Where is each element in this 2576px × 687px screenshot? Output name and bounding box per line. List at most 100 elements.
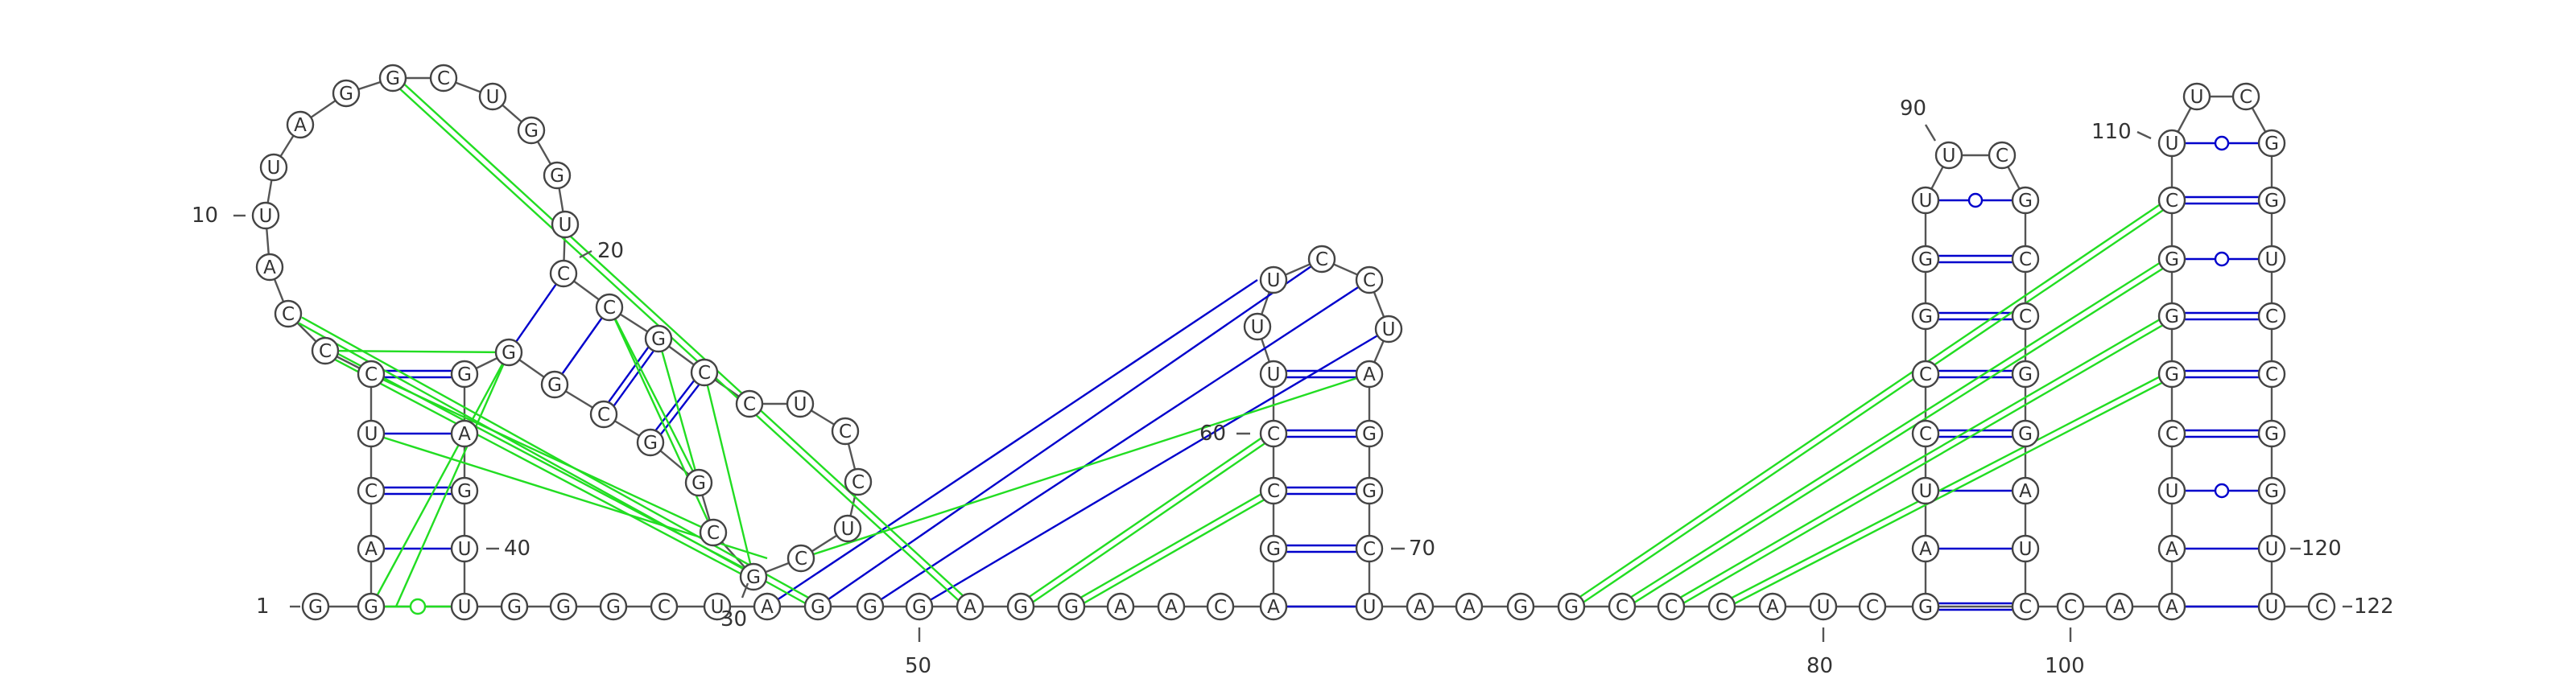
nucleotide: A <box>1455 592 1484 621</box>
nucleotide: U <box>251 201 280 230</box>
base-pair <box>1926 602 2025 611</box>
base-pair <box>371 486 464 496</box>
nucleotide: U <box>786 389 815 418</box>
pseudoknot-pair <box>1669 312 2174 611</box>
nucleotide: C <box>429 64 458 93</box>
nucleotide-letter: C <box>2265 364 2278 385</box>
nucleotide: A <box>1157 592 1186 621</box>
base-pair <box>508 273 564 353</box>
nucleotide: U <box>2257 534 2286 563</box>
nucleotide: G <box>599 592 628 621</box>
position-label-80: 80 <box>1806 654 1833 678</box>
position-label-30: 30 <box>720 607 747 631</box>
nucleotide-letter: G <box>2018 424 2033 445</box>
nucleotide: C <box>357 476 386 505</box>
nucleotide: C <box>735 389 764 418</box>
nucleotide: A <box>2157 534 2186 563</box>
nucleotide-letter: G <box>1918 249 1933 270</box>
nucleotide-letter: A <box>1766 597 1779 618</box>
nucleotide: U <box>1355 592 1384 621</box>
nucleotide: A <box>2011 476 2040 505</box>
nucleotide: G <box>1557 592 1586 621</box>
nucleotide: G <box>644 324 673 353</box>
pseudoknot-pair <box>919 327 1389 608</box>
position-label-10: 10 <box>192 204 218 228</box>
nucleotide: G <box>2157 302 2186 331</box>
pseudoknot-gu-marker <box>409 598 427 615</box>
nucleotide-letter: C <box>2265 306 2278 327</box>
nucleotide-letter: G <box>556 597 571 618</box>
nucleotide: C <box>1259 476 1288 505</box>
nucleotide-letter: C <box>1363 270 1376 291</box>
tick-20 <box>579 249 592 259</box>
nucleotide-letter: A <box>1165 597 1178 618</box>
nucleotide-letter: U <box>2265 539 2279 560</box>
backbone-loop <box>2170 95 2273 144</box>
nucleotide: C <box>2011 302 2040 331</box>
tick-110 <box>2136 130 2152 140</box>
nucleotide: C <box>311 336 340 365</box>
nucleotide-letter: G <box>524 121 539 142</box>
nucleotide-letter: C <box>1315 249 1328 270</box>
nucleotide: G <box>2011 360 2040 389</box>
nucleotide-letter: U <box>2265 249 2279 270</box>
pseudoknot-pair <box>390 75 973 610</box>
nucleotide-letter: U <box>458 539 472 560</box>
nucleotide-letter: U <box>458 597 472 618</box>
nucleotide: C <box>2257 360 2286 389</box>
nucleotide-letter: U <box>1267 270 1281 291</box>
pseudoknot-pair <box>394 352 510 607</box>
nucleotide-letter: C <box>1996 146 2008 167</box>
nucleotide: C <box>589 400 618 429</box>
base-pair <box>2172 311 2272 321</box>
nucleotide: C <box>2157 186 2186 215</box>
nucleotide-letter: G <box>811 597 825 618</box>
nucleotide-letter: G <box>1064 597 1079 618</box>
nucleotide-letter: U <box>1251 317 1265 338</box>
nucleotide: G <box>905 592 934 621</box>
nucleotide-letter: A <box>1919 539 1932 560</box>
nucleotide-letter: C <box>282 304 295 325</box>
nucleotide-letter: A <box>1114 597 1127 618</box>
nucleotide-letter: G <box>547 375 562 396</box>
nucleotide-letter: U <box>267 158 281 179</box>
nucleotide-letter: G <box>2264 191 2279 212</box>
nucleotide: C <box>1911 419 1940 448</box>
nucleotide: G <box>500 592 529 621</box>
nucleotide: G <box>540 370 569 399</box>
position-label-70: 70 <box>1409 537 1435 561</box>
nucleotide-letter: G <box>1362 481 1377 502</box>
base-pair <box>1274 544 1369 553</box>
nucleotide: A <box>2105 592 2134 621</box>
nucleotide: A <box>1106 592 1135 621</box>
nucleotide: U <box>2157 129 2186 158</box>
nucleotide-letter: C <box>1214 597 1227 618</box>
nucleotide: C <box>1355 265 1384 294</box>
nucleotide: U <box>2257 245 2286 274</box>
nucleotide-letter: U <box>1817 597 1831 618</box>
nucleotide-letter: A <box>2165 539 2178 560</box>
nucleotide: G <box>1355 419 1384 448</box>
base-pair <box>600 335 663 418</box>
nucleotide: G <box>517 116 546 145</box>
nucleotide-letter: C <box>1267 481 1280 502</box>
gu-pair-marker <box>1967 192 1984 208</box>
nucleotide-letter: G <box>457 481 472 502</box>
nucleotide-letter: G <box>1918 306 1933 327</box>
pseudoknot-pair <box>1569 196 2174 611</box>
nucleotide: A <box>2157 592 2186 621</box>
nucleotide-letter: A <box>365 539 378 560</box>
nucleotide-letter: C <box>1919 364 1932 385</box>
nucleotide: G <box>378 64 407 93</box>
nucleotide-letter: C <box>1363 539 1376 560</box>
nucleotide-letter: C <box>1665 597 1678 618</box>
nucleotide-letter: G <box>2165 249 2179 270</box>
nucleotide: C <box>2157 419 2186 448</box>
nucleotide: G <box>803 592 832 621</box>
nucleotide: U <box>833 514 862 543</box>
nucleotide-letter: U <box>1363 597 1377 618</box>
nucleotide-letter: U <box>711 597 724 618</box>
nucleotide-letter: G <box>1918 597 1933 618</box>
nucleotide-letter: C <box>698 363 711 384</box>
nucleotide: C <box>1657 592 1686 621</box>
